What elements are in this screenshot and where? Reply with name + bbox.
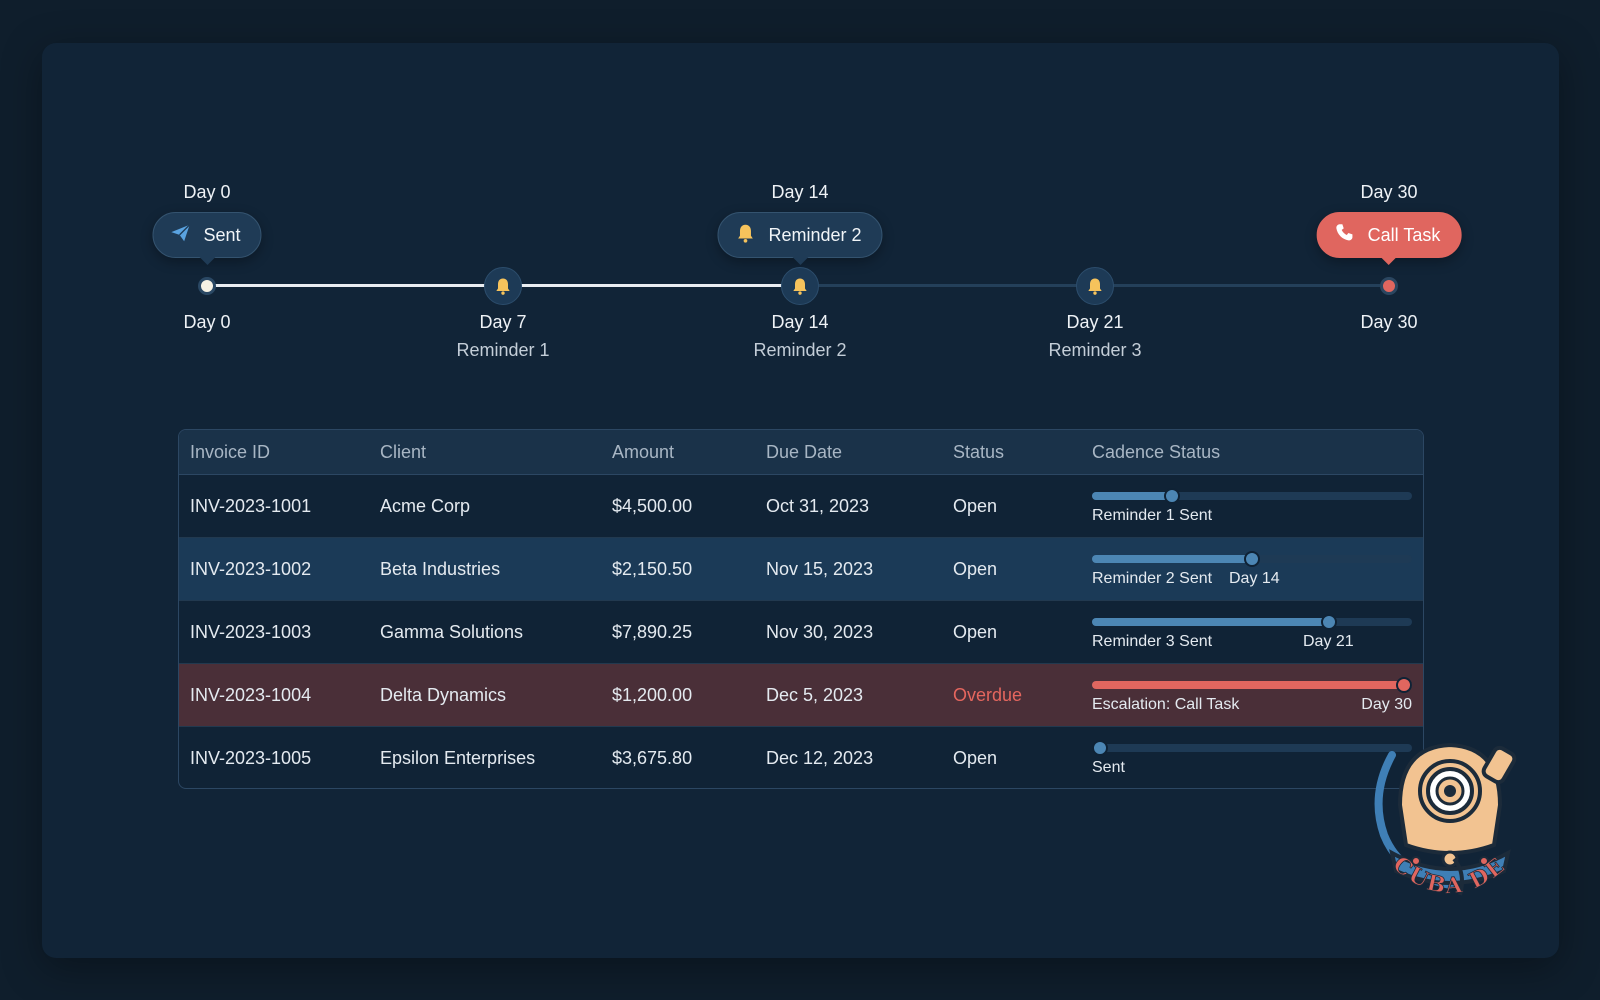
cadence-track [1092,488,1412,504]
milestone-dot-day-0[interactable] [198,277,216,295]
milestone-day-label: Day 30 [1360,312,1418,332]
cadence-label: Sent [1092,759,1125,776]
amount: $1,200.00 [612,684,693,705]
invoice-table: Invoice ID Client Amount Due Date Status… [178,429,1424,789]
due-date: Nov 30, 2023 [766,621,874,642]
milestone-day-label: Day 21 [1066,312,1124,332]
diving-helmet-icon: SCUBA DEV [1359,715,1517,900]
milestone-name-label: Reminder 3 [1048,340,1142,360]
cadence-label: Escalation: Call Task [1092,696,1240,713]
milestone-name-label: Reminder 1 [456,340,550,360]
bell-icon [1088,278,1102,295]
milestone-day-label: Day 0 [183,312,231,332]
bell-icon [734,222,756,249]
header-amount[interactable]: Amount [612,441,675,462]
cadence-knob[interactable] [1244,551,1260,567]
paper-plane-icon [169,222,191,249]
cadence-day: Day 14 [1229,570,1280,587]
amount: $4,500.00 [612,495,693,516]
status-text: Open [953,748,998,768]
status-text: Open [953,495,998,516]
cadence-track [1092,740,1412,756]
invoice-id: INV-2023-1005 [190,748,312,768]
cadence-track [1092,677,1412,693]
status-text: Overdue [953,684,1023,705]
header-cadence-status[interactable]: Cadence Status [1092,441,1221,462]
cadence-knob[interactable] [1092,740,1108,756]
table-row[interactable]: INV-2023-1005 Epsilon Enterprises $3,675… [179,727,1423,788]
bell-icon [793,278,807,295]
cadence-progress: Reminder 1 Sent [1092,475,1412,537]
cadence-label: Reminder 3 Sent [1092,633,1213,650]
top-label-day-14: Day 14 [771,182,829,202]
milestone-name-label: Reminder 2 [753,340,847,360]
sent-bubble-label: Sent [203,224,241,245]
due-date: Oct 31, 2023 [766,495,870,516]
due-date: Dec 5, 2023 [766,684,864,705]
table-row[interactable]: INV-2023-1001 Acme Corp $4,500.00 Oct 31… [179,475,1423,538]
header-client[interactable]: Client [380,441,427,462]
call-task-bubble[interactable]: Call Task [1316,212,1462,265]
amount: $7,890.25 [612,621,693,642]
cadence-label: Reminder 2 Sent [1092,570,1213,587]
cadence-knob[interactable] [1164,488,1180,504]
table-row[interactable]: INV-2023-1003 Gamma Solutions $7,890.25 … [179,601,1423,664]
cadence-timeline: Day 0 Day 14 Day 30 Sent Reminder 2 Call… [0,0,1600,380]
top-label-day-30: Day 30 [1360,182,1418,202]
cadence-fill [1092,492,1172,500]
table-row[interactable]: INV-2023-1002 Beta Industries $2,150.50 … [179,538,1423,601]
cadence-knob[interactable] [1320,614,1337,630]
sent-bubble[interactable]: Sent [152,212,262,265]
bell-icon [496,278,510,295]
due-date: Nov 15, 2023 [766,558,874,579]
client-name: Acme Corp [380,495,471,516]
cadence-label: Reminder 1 Sent [1092,507,1213,524]
due-date: Dec 12, 2023 [766,748,874,768]
cadence-track [1092,614,1412,630]
client-name: Delta Dynamics [380,684,507,705]
cadence-track [1092,551,1412,567]
milestone-day-21[interactable] [1076,267,1114,305]
milestone-dot-day-30[interactable] [1380,277,1398,295]
top-label-day-0: Day 0 [183,182,231,202]
amount: $2,150.50 [612,558,693,579]
phone-icon [1334,222,1356,249]
milestone-day-14[interactable] [781,267,819,305]
cadence-progress: Sent [1092,727,1412,788]
cadence-fill [1092,555,1252,563]
status-text: Open [953,558,998,579]
milestone-day-label: Day 14 [771,312,829,332]
reminder-2-bubble-label: Reminder 2 [768,224,862,245]
cadence-day: Day 21 [1303,633,1354,650]
amount: $3,675.80 [612,748,693,768]
cadence-knob[interactable] [1396,677,1412,693]
cadence-fill [1092,681,1412,689]
invoice-id: INV-2023-1003 [190,621,312,642]
milestone-day-7[interactable] [484,267,522,305]
reminder-2-bubble[interactable]: Reminder 2 [717,212,883,265]
table-header: Invoice ID Client Amount Due Date Status… [179,430,1423,475]
milestone-day-label: Day 7 [479,312,527,332]
cadence-day: Day 30 [1361,696,1412,713]
scuba-dev-logo: SCUBA DEV [1359,715,1530,925]
invoice-id: INV-2023-1004 [190,684,312,705]
cadence-progress: Reminder 2 Sent Day 14 [1092,538,1412,600]
cadence-fill [1092,618,1329,626]
client-name: Beta Industries [380,558,501,579]
status-text: Open [953,621,998,642]
invoice-id: INV-2023-1001 [190,495,312,516]
table-row[interactable]: INV-2023-1004 Delta Dynamics $1,200.00 D… [179,664,1423,727]
header-invoice-id[interactable]: Invoice ID [190,441,271,462]
client-name: Epsilon Enterprises [380,748,536,768]
header-due-date[interactable]: Due Date [766,441,843,462]
header-status[interactable]: Status [953,441,1005,462]
cadence-progress: Reminder 3 Sent Day 21 [1092,601,1412,663]
call-task-bubble-label: Call Task [1367,224,1441,245]
cadence-progress: Escalation: Call Task Day 30 [1092,664,1412,726]
client-name: Gamma Solutions [380,621,524,642]
invoice-id: INV-2023-1002 [190,558,312,579]
